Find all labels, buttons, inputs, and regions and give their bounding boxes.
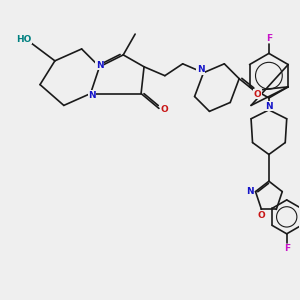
Text: N: N	[246, 187, 254, 196]
Text: HO: HO	[16, 35, 32, 44]
Text: F: F	[284, 244, 290, 253]
Text: N: N	[96, 61, 103, 70]
Text: N: N	[197, 65, 204, 74]
Text: F: F	[266, 34, 272, 43]
Text: N: N	[265, 102, 273, 111]
Text: O: O	[161, 105, 169, 114]
Text: N: N	[88, 91, 96, 100]
Text: O: O	[258, 211, 265, 220]
Text: O: O	[254, 90, 262, 99]
